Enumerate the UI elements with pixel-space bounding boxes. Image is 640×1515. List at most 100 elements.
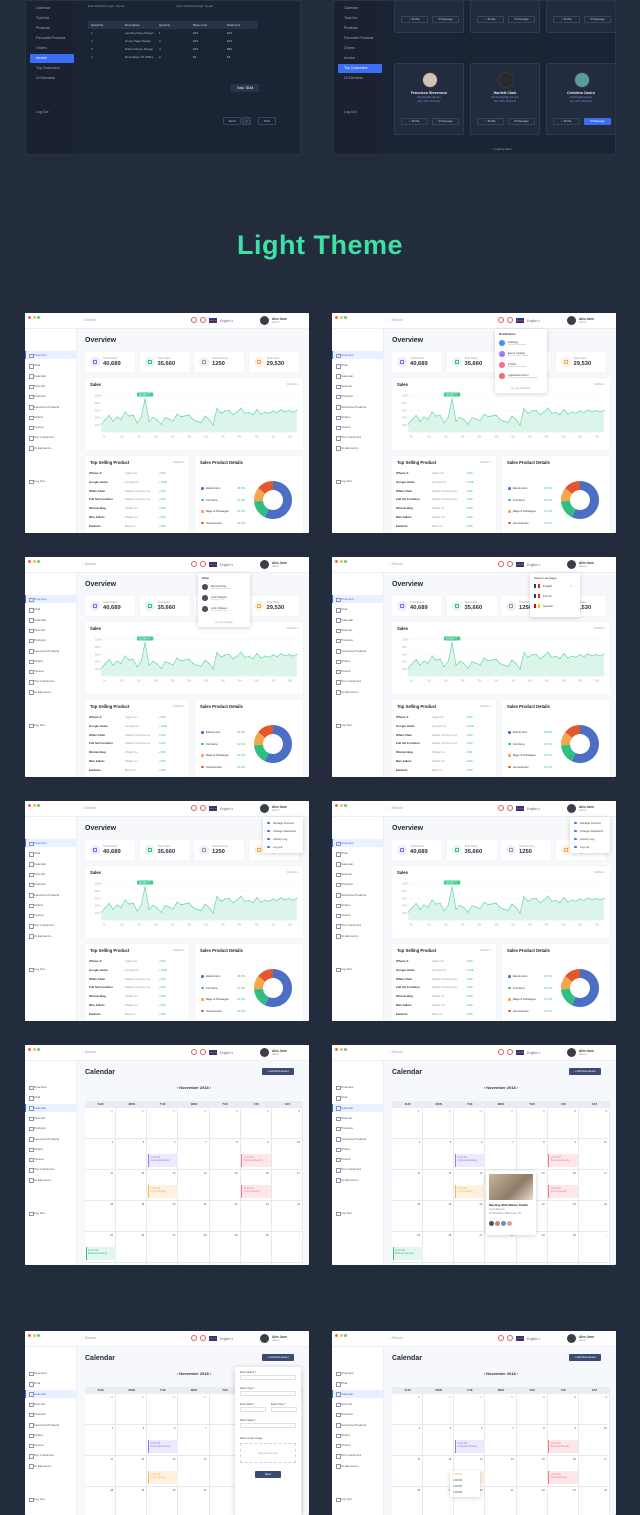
bell-icon[interactable]	[507, 1335, 513, 1341]
sales-point[interactable]	[164, 905, 166, 907]
sidebar-item[interactable]: Favourite Products	[25, 1421, 77, 1429]
sales-point[interactable]	[475, 662, 477, 664]
sales-point[interactable]	[423, 416, 425, 418]
calendar-day[interactable]: 8	[578, 1263, 610, 1265]
sidebar-item[interactable]: Orders	[332, 1145, 384, 1153]
sales-point[interactable]	[156, 907, 158, 909]
dark-sidebar-item[interactable]: Todo list	[36, 16, 49, 20]
sales-point[interactable]	[280, 409, 282, 411]
top-selling-filter[interactable]: October ▾	[172, 461, 184, 464]
calendar-day[interactable]: 21	[178, 1201, 210, 1232]
sales-point[interactable]	[539, 414, 541, 416]
flag-icon[interactable]	[516, 562, 524, 567]
sidebar-item[interactable]: Products	[332, 880, 384, 888]
chat-icon[interactable]	[498, 317, 504, 323]
calendar-day[interactable]: 24	[578, 1487, 610, 1515]
calendar-day[interactable]: 29	[423, 1394, 455, 1425]
sales-point[interactable]	[443, 666, 445, 668]
calendar-day[interactable]: 30	[147, 1394, 179, 1425]
calendar-day[interactable]: 11	[85, 1170, 117, 1201]
sales-point[interactable]	[248, 412, 250, 413]
calendar-day[interactable]: 7	[485, 1425, 517, 1456]
see-all-link[interactable]: See all message	[215, 621, 233, 624]
calendar-day[interactable]: 29	[116, 1394, 148, 1425]
sales-point[interactable]	[531, 654, 533, 656]
sales-point[interactable]	[132, 414, 134, 416]
sales-point[interactable]	[204, 659, 206, 661]
donut-slice[interactable]	[561, 500, 576, 518]
dark-sidebar-item[interactable]: Favourite Products	[36, 36, 66, 40]
dark-sidebar-item[interactable]: Products	[36, 26, 50, 30]
chat-icon[interactable]	[498, 561, 504, 567]
sales-point[interactable]	[228, 409, 230, 411]
sidebar-item[interactable]: Overview	[332, 595, 384, 603]
sales-point[interactable]	[543, 655, 545, 657]
sales-point[interactable]	[220, 656, 222, 658]
sidebar-item[interactable]: Products	[25, 636, 77, 644]
sidebar-item[interactable]: Chat	[332, 1093, 384, 1101]
sales-point[interactable]	[603, 409, 605, 411]
sales-point[interactable]	[599, 655, 601, 657]
chat-icon[interactable]	[498, 1335, 504, 1341]
window-dot[interactable]	[335, 1334, 338, 1337]
sales-point[interactable]	[200, 909, 202, 911]
sidebar-item[interactable]: Products	[332, 1124, 384, 1132]
dark-sidebar-item[interactable]: Invoice	[30, 54, 74, 63]
avatar[interactable]	[567, 560, 576, 569]
calendar-event[interactable]: 11:00 AM Corporate Meeting	[454, 1154, 485, 1167]
language-select[interactable]: English ▾	[527, 562, 540, 567]
calendar-day[interactable]: 23	[547, 1487, 579, 1515]
sales-point[interactable]	[567, 413, 569, 415]
search-input[interactable]: ⌕ Search	[82, 1336, 97, 1340]
dark-sidebar-item[interactable]: Top Customers	[338, 64, 382, 73]
sales-point[interactable]	[487, 416, 489, 418]
sales-point[interactable]	[551, 900, 553, 902]
logout-button[interactable]: Log Out	[25, 965, 77, 973]
window-dot[interactable]	[339, 1334, 343, 1337]
chat-item[interactable]: Cole Watson Sent you a file	[202, 594, 227, 602]
calendar-day[interactable]: 12	[423, 1170, 455, 1201]
sales-point[interactable]	[423, 660, 425, 662]
sidebar-item[interactable]: Top Customers	[332, 1165, 384, 1173]
donut-slice[interactable]	[571, 725, 599, 763]
sales-point[interactable]	[499, 907, 501, 908]
message-button[interactable]: ✉ Message	[432, 118, 459, 125]
sales-point[interactable]	[551, 412, 553, 414]
calendar-day[interactable]: 7	[178, 1139, 210, 1170]
chat-icon[interactable]	[191, 317, 197, 323]
sales-point[interactable]	[475, 906, 477, 908]
sales-point[interactable]	[463, 663, 465, 665]
sales-point[interactable]	[184, 415, 186, 417]
calendar-day[interactable]: 7	[240, 1263, 272, 1265]
month-nav[interactable]: ‹ November 2018 ›	[176, 1371, 212, 1376]
sidebar-item[interactable]: Todo list	[332, 870, 384, 878]
sales-point[interactable]	[439, 414, 441, 416]
sales-point[interactable]	[427, 663, 429, 664]
sales-point[interactable]	[220, 412, 222, 414]
sales-point[interactable]	[132, 658, 134, 660]
calendar-day[interactable]: 19	[116, 1487, 148, 1515]
calendar-day[interactable]: 3	[578, 1394, 610, 1425]
user-menu-item[interactable]: Manage Account	[574, 819, 601, 827]
sales-filter[interactable]: October ▾	[593, 383, 605, 386]
sidebar-item[interactable]: Chat	[25, 849, 77, 857]
user-menu-item[interactable]: Change Password	[574, 827, 603, 835]
print-icon[interactable]: ✓	[242, 117, 251, 125]
sales-point[interactable]	[260, 413, 262, 415]
sales-point[interactable]	[240, 651, 242, 653]
sales-point[interactable]	[463, 419, 465, 421]
top-selling-filter[interactable]: October ▾	[172, 949, 184, 952]
sales-point[interactable]	[108, 414, 110, 416]
sales-point[interactable]	[531, 410, 533, 412]
sales-point[interactable]	[112, 664, 114, 666]
sales-point[interactable]	[284, 899, 286, 901]
sales-point[interactable]	[467, 667, 469, 669]
sales-filter[interactable]: October ▾	[593, 627, 605, 630]
sales-point[interactable]	[555, 412, 557, 413]
sales-point[interactable]	[184, 903, 186, 905]
top-selling-filter[interactable]: October ▾	[479, 461, 491, 464]
donut-slice[interactable]	[561, 988, 576, 1006]
sidebar-item[interactable]: Invoice	[332, 423, 384, 431]
sales-point[interactable]	[140, 417, 142, 419]
